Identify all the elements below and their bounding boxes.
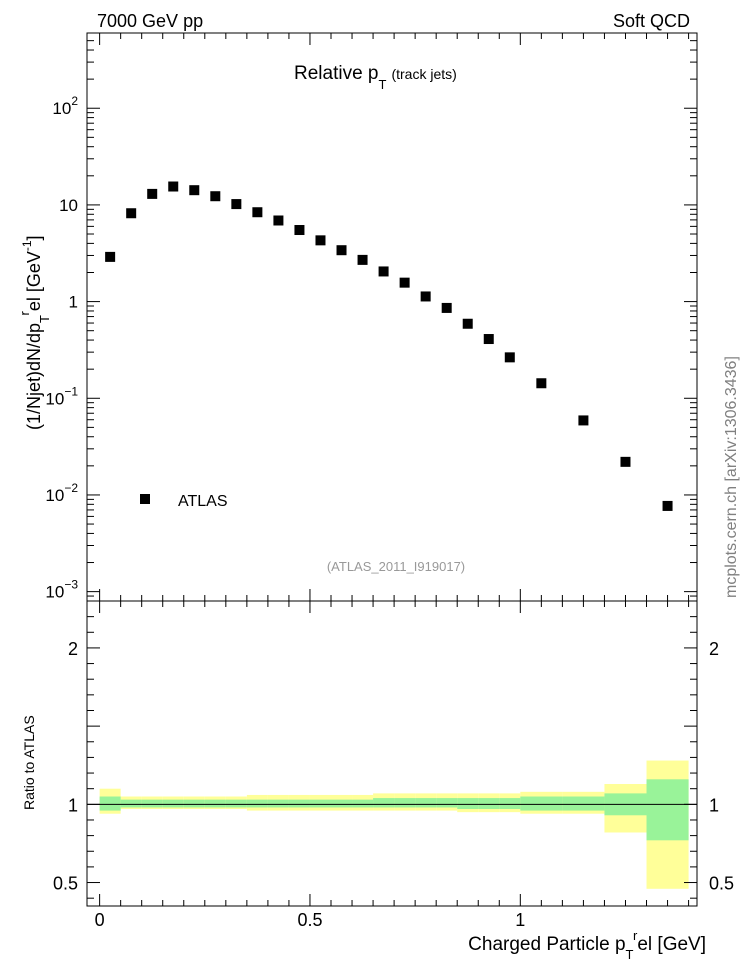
main-y-tick-label: 10−2 [45, 481, 78, 505]
ratio-panel: 0.5 0.51 12 2 0 0.5 1 Ratio to ATLAS Charged … [21, 600, 734, 962]
ratio-band-inner [352, 799, 374, 808]
data-point [168, 181, 179, 192]
ratio-x-axis: 0 0.5 1 [95, 601, 690, 930]
ratio-y-tick-label: 1 [68, 795, 78, 815]
atlas-data-points [105, 181, 673, 511]
ratio-band-inner [457, 798, 479, 810]
data-point [315, 235, 326, 246]
ratio-band-inner [520, 796, 563, 811]
data-point [420, 291, 431, 302]
main-y-tick-label: 10−1 [45, 384, 78, 408]
ratio-band-inner [204, 799, 226, 808]
main-y-tick-label: 102 [52, 94, 78, 118]
ratio-band-inner [394, 798, 416, 808]
main-y-label: (1/Njet)dN/dpTrel [GeV-1] [17, 235, 52, 430]
header-right: Soft QCD [613, 11, 690, 31]
data-point [273, 215, 284, 226]
main-y-tick-label: 1 [69, 293, 78, 312]
x-tick-label: 1 [515, 910, 525, 930]
plot-title: Relative pT(track jets) [294, 63, 457, 92]
data-point [483, 334, 494, 345]
ratio-band-inner [309, 799, 331, 808]
x-tick-label: 0 [95, 910, 105, 930]
ratio-band-inner [288, 799, 310, 808]
data-point [536, 378, 547, 389]
ratio-band-inner [562, 796, 605, 811]
ratio-band-inner [246, 799, 268, 808]
ratio-band-inner [646, 779, 689, 841]
ratio-y-tick-label: 2 [68, 639, 78, 659]
data-point [336, 245, 347, 256]
ratio-band-inner [331, 799, 353, 808]
data-point [210, 191, 221, 202]
ratio-band-inner [478, 798, 500, 810]
data-point [147, 188, 158, 199]
data-point [357, 254, 368, 265]
data-point [189, 185, 200, 196]
x-axis-label: Charged Particle pTrel [GeV] [468, 928, 706, 962]
ratio-band-inner [415, 798, 437, 808]
ratio-bands [99, 760, 689, 889]
data-point [578, 415, 589, 426]
ratio-y-axis: 0.5 0.5 1 1 2 2 [53, 600, 734, 899]
main-y-axis: 10−3 10−2 10−1 1 10 102 [45, 32, 697, 602]
ratio-band-inner [436, 798, 458, 808]
main-y-tick-label: 10−3 [45, 578, 78, 602]
main-panel: 10−3 10−2 10−1 1 10 102 Relative pT(track jet… [17, 32, 698, 602]
x-tick-label: 0.5 [297, 910, 322, 930]
ratio-band-inner [267, 799, 289, 808]
data-point [504, 352, 515, 363]
header-left: 7000 GeV pp [97, 11, 203, 31]
legend-label-atlas: ATLAS [178, 493, 228, 510]
main-y-tick-label: 10 [59, 196, 78, 215]
ratio-band-inner [225, 799, 247, 808]
main-frame [86, 32, 698, 602]
ratio-band-inner [120, 799, 142, 808]
ratio-frame [86, 600, 698, 907]
data-point [105, 251, 116, 262]
ratio-band-inner [183, 799, 205, 808]
data-point [252, 207, 263, 218]
ratio-y-tick-label-right: 2 [709, 639, 719, 659]
data-point [231, 199, 242, 210]
legend-marker-atlas [140, 494, 150, 504]
data-point [620, 456, 631, 467]
ratio-band-inner [499, 798, 521, 810]
ratio-band-inner [162, 799, 184, 808]
ratio-band-inner [373, 798, 395, 808]
analysis-tag: (ATLAS_2011_I919017) [327, 559, 465, 574]
data-point [399, 277, 410, 288]
ratio-y-tick-label: 0.5 [53, 874, 78, 894]
data-point [462, 318, 473, 329]
data-point [662, 500, 673, 511]
data-point [378, 266, 389, 277]
data-point [294, 225, 305, 236]
ratio-band-inner [141, 799, 163, 808]
ratio-band-inner [99, 796, 121, 811]
data-point [126, 208, 137, 219]
ratio-y-tick-label-right: 1 [709, 795, 719, 815]
watermark: mcplots.cern.ch [arXiv:1306.3436] [723, 356, 740, 598]
data-point [441, 302, 452, 313]
ratio-y-label: Ratio to ATLAS [21, 715, 37, 810]
main-x-axis [99, 33, 690, 601]
ratio-y-tick-label-right: 0.5 [709, 874, 734, 894]
